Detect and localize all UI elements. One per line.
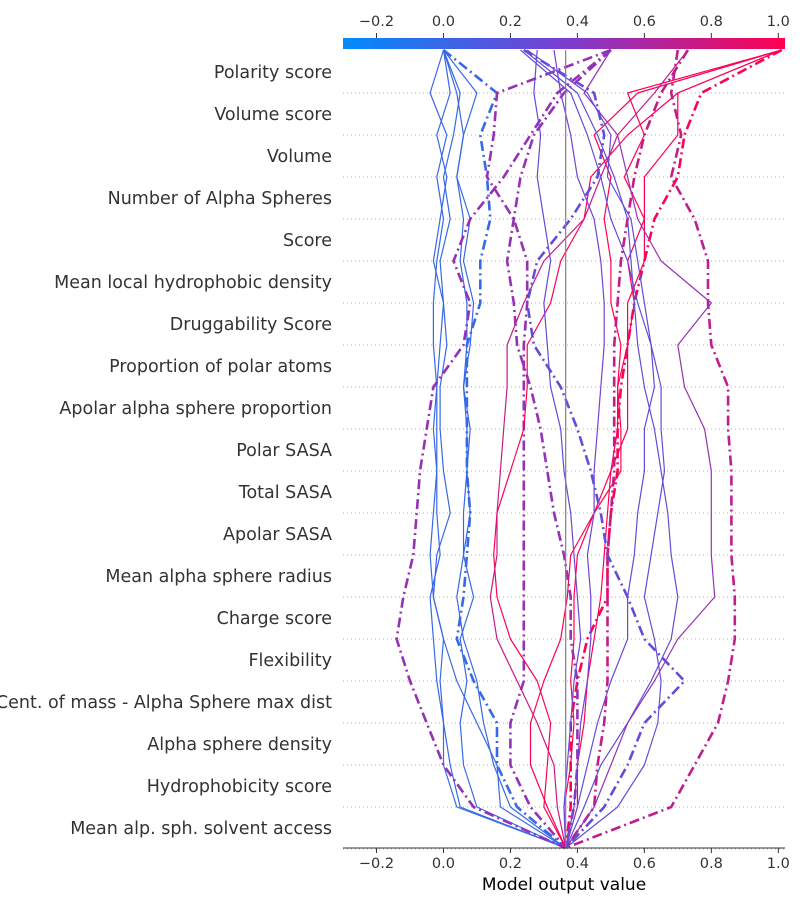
top-tick-label: 0.6 <box>633 14 656 30</box>
bottom-tick-label: 0.2 <box>499 856 522 872</box>
top-tick-label: −0.2 <box>359 14 394 30</box>
feature-label: Hydrophobicity score <box>147 777 332 797</box>
feature-label: Druggability Score <box>170 315 332 335</box>
feature-label: Apolar alpha sphere proportion <box>59 399 332 419</box>
top-tick-label: 0.8 <box>700 14 723 30</box>
decision-path-5 <box>442 48 567 849</box>
feature-label: Mean alpha sphere radius <box>105 567 332 587</box>
decision-path-2 <box>443 49 567 849</box>
decision-path-16 <box>505 49 612 849</box>
feature-label: Polar SASA <box>236 441 332 461</box>
decision-path-4 <box>429 49 567 849</box>
decision-path-21 <box>565 49 716 849</box>
top-tick-label: 1.0 <box>767 14 790 30</box>
decision-path-6 <box>485 48 612 849</box>
colorbar <box>343 38 785 49</box>
decision-path-3 <box>442 49 566 849</box>
decision-path-9 <box>529 49 782 849</box>
decision-path-10 <box>563 49 782 849</box>
feature-label: Cent. of mass - Alpha Sphere max dist <box>0 693 332 713</box>
decision-path-1 <box>432 49 566 849</box>
bottom-tick-label: 0.8 <box>700 856 723 872</box>
feature-label: Proportion of polar atoms <box>109 357 332 377</box>
feature-label: Volume <box>267 147 332 167</box>
decision-path-13 <box>489 49 689 849</box>
feature-labels: Polarity score Volume score Volume Number o… <box>0 63 332 839</box>
decision-path-7 <box>395 48 612 850</box>
feature-label: Flexibility <box>248 651 332 671</box>
bottom-tick-label: −0.2 <box>359 856 394 872</box>
decision-path-11 <box>565 49 782 849</box>
decision-path-15 <box>565 49 737 850</box>
feature-label: Alpha sphere density <box>147 735 332 755</box>
feature-label: Mean alp. sph. solvent access <box>70 819 332 839</box>
top-tick-label: 0.0 <box>432 14 455 30</box>
bottom-tick-label: 0.6 <box>633 856 656 872</box>
top-tick-label: 0.2 <box>499 14 522 30</box>
x-axis-label: Model output value <box>482 875 646 895</box>
feature-label: Total SASA <box>238 483 332 503</box>
feature-label: Polarity score <box>214 63 332 83</box>
decision-path-8 <box>493 49 782 849</box>
feature-label: Charge score <box>217 609 332 629</box>
axes: −0.2 −0.2 0.0 0.0 0.2 0.2 0.4 0.4 0.6 0.6 0.8 0.8 1.… <box>343 14 790 872</box>
decision-path-17 <box>533 49 582 849</box>
decision-path-22 <box>523 48 686 849</box>
feature-label: Volume score <box>214 105 332 125</box>
decision-paths <box>395 48 783 850</box>
decision-path-20 <box>523 49 679 849</box>
bottom-tick-label: 1.0 <box>767 856 790 872</box>
feature-label: Apolar SASA <box>223 525 332 545</box>
decision-path-19 <box>520 49 656 849</box>
feature-label: Mean local hydrophobic density <box>54 273 332 293</box>
decision-path-18 <box>553 49 605 849</box>
bottom-tick-label: 0.4 <box>566 856 589 872</box>
top-tick-label: 0.4 <box>566 14 589 30</box>
feature-label: Number of Alpha Spheres <box>108 189 332 209</box>
bottom-tick-label: 0.0 <box>432 856 455 872</box>
feature-label: Score <box>283 231 332 251</box>
decision-path-23 <box>526 49 666 849</box>
decision-path-14 <box>564 49 690 849</box>
